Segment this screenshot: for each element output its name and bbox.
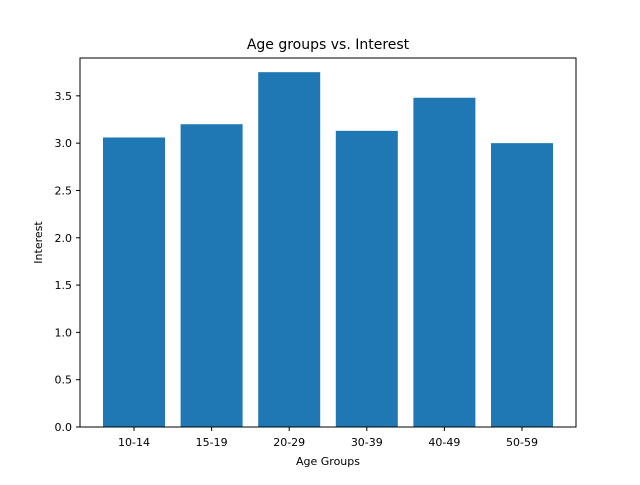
- y-tick-label: 0.5: [55, 374, 73, 387]
- y-axis: 0.0 0.5 1.0 1.5 2.0 2.5 3.0 3.5: [55, 90, 80, 434]
- bar-15-19: [180, 124, 243, 427]
- x-tick-label: 30-39: [351, 436, 383, 449]
- y-tick-label: 1.5: [55, 279, 73, 292]
- y-axis-label: Interest: [32, 221, 45, 264]
- bar-40-49: [413, 97, 476, 428]
- x-tick-label: 10-14: [118, 436, 150, 449]
- x-tick-label: 20-29: [273, 436, 305, 449]
- y-tick-label: 3.5: [55, 90, 73, 103]
- bar-10-14: [103, 137, 165, 428]
- y-tick-label: 1.0: [55, 326, 73, 339]
- y-tick-label: 2.0: [55, 232, 73, 245]
- y-tick-label: 0.0: [55, 421, 73, 434]
- x-tick-label: 15-19: [196, 436, 228, 449]
- x-tick-label: 40-49: [428, 436, 460, 449]
- bar-50-59: [491, 143, 553, 427]
- chart-title: Age groups vs. Interest: [247, 37, 410, 53]
- y-tick-label: 2.5: [55, 184, 73, 197]
- y-tick-label: 3.0: [55, 137, 73, 150]
- plot-frame: [79, 57, 577, 428]
- bar-20-29: [258, 72, 321, 427]
- x-axis: 10-14 15-19 20-29 30-39 40-49 50-59: [118, 427, 538, 449]
- bar-30-39: [335, 130, 398, 427]
- x-tick-label: 50-59: [506, 436, 538, 449]
- x-axis-label: Age Groups: [296, 455, 360, 468]
- bars-layer: [103, 72, 553, 428]
